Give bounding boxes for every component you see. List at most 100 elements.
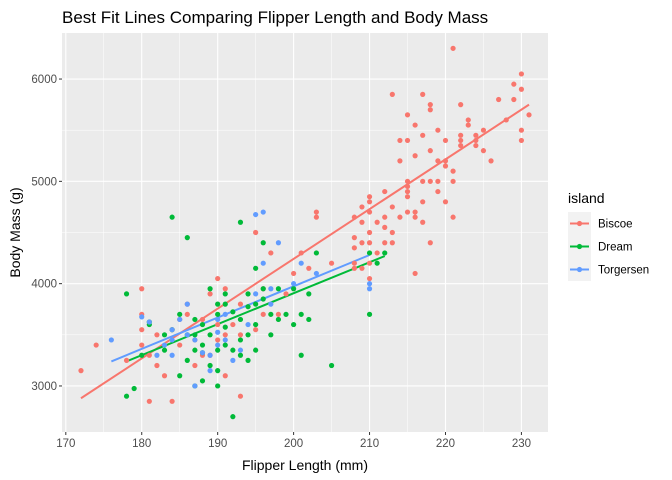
point-dream [298,352,304,358]
point-torgersen [146,319,152,325]
point-biscoe [389,240,395,246]
point-biscoe [404,194,411,200]
point-dream [291,321,297,328]
point-biscoe [412,270,418,277]
point-biscoe [404,188,411,195]
point-biscoe [412,214,418,220]
point-dream [366,311,373,317]
point-biscoe [351,245,357,251]
x-tick-label: 190 [208,438,227,450]
point-biscoe [435,158,441,164]
point-torgersen [161,342,168,348]
point-dream [260,240,266,246]
point-biscoe [184,311,190,317]
legend-dot-biscoe [576,220,583,227]
point-dream [245,332,251,338]
point-biscoe [374,250,380,256]
point-biscoe [123,357,130,363]
point-dream [123,393,130,399]
point-biscoe [366,209,373,215]
legend-label-biscoe: Biscoe [598,219,633,231]
point-dream [222,342,228,348]
point-dream [298,311,304,317]
point-torgersen [222,311,228,317]
point-biscoe [161,373,168,379]
point-torgersen [366,281,373,287]
point-biscoe [518,137,525,144]
point-biscoe [328,260,335,266]
point-dream [192,347,198,353]
point-biscoe [382,214,388,220]
point-biscoe [465,117,471,123]
point-biscoe [404,209,411,215]
point-dream [222,291,228,297]
point-dream [382,250,388,256]
point-dream [192,332,198,338]
point-dream [207,362,213,369]
axes: 170 180 190 200 210 220 230 3000 4000 5000 6000 [31,74,531,450]
point-biscoe [351,265,357,271]
data-points [78,45,532,420]
point-dream [215,301,221,307]
x-tick-label: 200 [284,438,303,450]
point-dream [207,286,213,292]
point-dream [169,214,175,220]
point-torgersen [222,337,228,343]
point-biscoe [154,362,160,369]
point-dream [177,311,183,317]
point-biscoe [382,240,388,246]
point-biscoe [359,204,365,210]
point-biscoe [177,342,183,348]
point-biscoe [450,214,456,220]
point-dream [131,385,137,392]
point-biscoe [199,316,206,323]
point-biscoe [420,219,426,225]
point-biscoe [359,219,365,225]
point-dream [123,291,130,297]
point-biscoe [260,311,266,317]
point-biscoe [374,219,380,225]
point-dream [237,219,244,225]
point-biscoe [253,327,259,333]
point-biscoe [359,240,365,246]
point-dream [275,316,282,323]
point-biscoe [397,214,403,220]
point-dream [192,316,198,323]
point-dream [260,286,266,292]
point-dream [177,373,183,379]
fit-lines [80,103,530,400]
point-biscoe [291,270,297,277]
point-torgersen [298,260,304,266]
legend-label-dream: Dream [598,242,633,254]
point-dream [207,332,213,338]
point-biscoe [420,132,426,138]
point-torgersen [268,301,274,307]
point-biscoe [511,81,517,87]
point-biscoe [465,122,471,128]
point-biscoe [412,122,418,128]
point-biscoe [458,132,464,138]
legend-dot-dream [576,243,583,250]
point-dream [215,347,221,353]
point-torgersen [177,316,183,323]
point-biscoe [237,332,244,338]
point-biscoe [146,398,152,404]
point-biscoe [268,250,274,256]
point-dream [313,250,319,256]
point-biscoe [313,209,319,215]
point-dream [306,316,312,323]
point-biscoe [237,393,244,399]
point-dream [253,347,259,353]
point-biscoe [480,127,487,133]
point-dream [222,301,228,307]
point-dream [199,342,206,348]
point-biscoe [458,142,464,149]
point-biscoe [473,137,479,144]
point-biscoe [420,178,426,184]
x-tick-label: 180 [132,438,151,450]
point-biscoe [306,265,312,271]
point-biscoe [139,342,145,348]
point-biscoe [222,332,228,338]
point-dream [237,337,244,343]
point-biscoe [237,301,244,307]
